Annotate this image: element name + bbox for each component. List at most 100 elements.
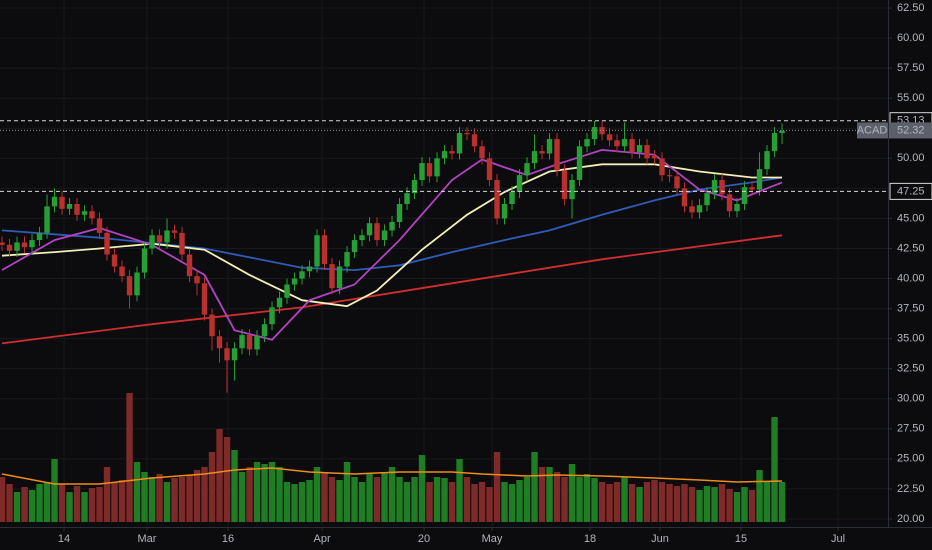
volume-bar (66, 492, 73, 522)
volume-bar (358, 482, 366, 522)
volume-bar (126, 393, 133, 522)
candle-body (494, 179, 500, 219)
volume-bar (231, 450, 238, 522)
candle-body (254, 336, 260, 350)
volume-bar (381, 472, 388, 522)
volume-bar (463, 477, 471, 522)
volume-bar (193, 470, 201, 522)
last-price-label: 52.32 (897, 124, 925, 136)
x-tick-label: 16 (222, 533, 234, 545)
volume-bar (186, 475, 193, 522)
volume-bar (73, 486, 81, 522)
y-tick-label: 25.00 (897, 453, 925, 465)
candle-body (29, 240, 35, 248)
candle-body (44, 206, 50, 233)
x-tick-label: Jul (831, 533, 845, 545)
volume-bar (583, 474, 591, 522)
candle-body (629, 139, 635, 153)
volume-bar (366, 474, 373, 522)
volume-bar (561, 477, 568, 522)
candle-body (359, 235, 365, 241)
volume-bar (13, 492, 21, 522)
candle-body (411, 179, 418, 194)
volume-bar (771, 417, 778, 522)
candle-body (119, 266, 125, 277)
volume-bar (141, 472, 148, 522)
candle-body (569, 179, 575, 200)
volume-bar (36, 484, 43, 522)
candle-body (149, 235, 155, 249)
volume-bar (403, 482, 411, 522)
volume-bar (703, 486, 711, 522)
candle-body (486, 158, 493, 180)
candle-body (126, 276, 133, 296)
candle-body (756, 169, 763, 190)
candle-body (344, 252, 350, 267)
volume-bar (493, 452, 501, 522)
y-tick-label: 32.50 (897, 363, 925, 375)
y-tick-label: 20.00 (897, 513, 925, 525)
candle-body (771, 133, 778, 152)
volume-layer (0, 393, 786, 522)
volume-bar (666, 484, 673, 522)
candle-body (374, 223, 380, 241)
x-tick-label: Jun (651, 533, 669, 545)
candle-body (426, 163, 433, 177)
volume-bar (576, 477, 583, 522)
y-tick-label: 42.50 (897, 242, 925, 254)
candle-body (216, 336, 223, 349)
candle-body (284, 284, 290, 298)
symbol-label: ACAD (857, 124, 888, 136)
volume-bar (471, 484, 478, 522)
candle-body (321, 235, 328, 265)
y-tick-label: 40.00 (897, 272, 925, 284)
volume-bar (621, 477, 628, 522)
volume-bar (418, 455, 426, 522)
candle-body (509, 191, 515, 204)
volume-bar (778, 482, 786, 522)
candle-body (576, 146, 583, 180)
candle-body (89, 211, 95, 219)
volume-bar (688, 487, 696, 522)
candle-body (269, 307, 275, 325)
candle-body (36, 232, 43, 241)
candle-body (689, 206, 695, 213)
volume-bar (598, 482, 606, 522)
volume-bar (351, 477, 358, 522)
candle-body (51, 196, 58, 207)
x-tick-label: 20 (418, 533, 430, 545)
volume-bar (58, 484, 66, 522)
volume-bar (411, 477, 418, 522)
volume-bar (111, 482, 118, 522)
volume-bar (636, 487, 643, 522)
volume-bar (28, 490, 36, 522)
candle-body (636, 145, 643, 153)
y-tick-label: 45.00 (897, 212, 925, 224)
candle-body (719, 179, 725, 195)
volume-bar (606, 484, 613, 522)
candle-body (734, 203, 740, 212)
volume-bar (373, 477, 381, 522)
volume-bar (516, 480, 523, 522)
candle-body (201, 283, 208, 315)
candle-body (306, 266, 313, 272)
y-tick-label: 37.50 (897, 302, 925, 314)
volume-bar (96, 487, 103, 522)
volume-bar (613, 482, 621, 522)
candle-body (554, 139, 560, 171)
volume-bar (741, 487, 748, 522)
x-tick-label: Mar (138, 533, 157, 545)
volume-bar (118, 480, 126, 522)
x-tick-label: 18 (584, 533, 596, 545)
volume-bar (628, 484, 636, 522)
x-tick-label: May (482, 533, 503, 545)
candle-body (681, 188, 688, 207)
volume-bar (658, 482, 666, 522)
candle-body (696, 205, 703, 213)
volume-bar (726, 489, 733, 522)
volume-bar (103, 467, 111, 522)
volume-bar (163, 482, 171, 522)
candle-body (104, 232, 110, 255)
